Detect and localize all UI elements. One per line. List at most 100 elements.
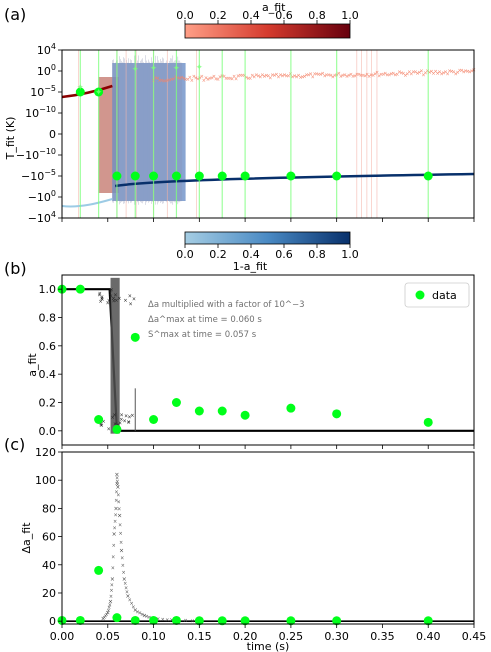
spike-point: ×: [121, 570, 125, 576]
scatter-black: ×: [100, 423, 104, 429]
colorbar-afit-tick-label: 0.2: [209, 9, 227, 22]
data-point-b: [217, 406, 227, 416]
scatter-orange: ×: [298, 75, 302, 81]
data-point-a: [423, 171, 433, 181]
spike-point: ×: [123, 581, 127, 587]
scatter-orange: ×: [389, 71, 393, 77]
scatter-black: ×: [98, 291, 102, 297]
scatter-orange: ×: [319, 72, 323, 78]
scatter-orange: ×: [228, 76, 232, 82]
spike-point: ×: [129, 601, 133, 607]
scatter-orange: ×: [456, 70, 460, 76]
data-point-c: [149, 615, 159, 625]
scatter-orange: ×: [194, 75, 198, 81]
scatter-orange: ×: [333, 73, 337, 79]
spike-point: ×: [110, 576, 115, 583]
scatter-orange: ×: [236, 74, 240, 80]
scatter-orange: ×: [296, 73, 300, 79]
ytick-label-b: 0.4: [39, 368, 57, 381]
scatter-black: ×: [124, 413, 128, 419]
scatter-orange: ×: [359, 73, 363, 79]
scatter-orange: ×: [155, 76, 159, 82]
spike-point: ×: [101, 615, 106, 622]
spike-point: ×: [142, 613, 147, 620]
spike-point: ×: [114, 498, 118, 504]
spike-point: ×: [161, 617, 165, 623]
scatter-orange: ×: [363, 74, 367, 80]
scatter-orange: ×: [270, 73, 274, 79]
data-point-a: [130, 171, 140, 181]
spike-point: ×: [105, 610, 110, 617]
scatter-orange: ×: [431, 71, 435, 77]
xtick-label-c: 0.15: [187, 630, 212, 643]
scatter-orange: ×: [282, 72, 286, 78]
xtick-label-c: 0.05: [96, 630, 121, 643]
scatter-orange: ×: [153, 75, 157, 81]
spike-point: ×: [105, 612, 109, 618]
scatter-orange: ×: [174, 75, 178, 81]
scatter-orange: ×: [244, 75, 248, 81]
spike-point: ×: [169, 617, 174, 624]
scatter-orange: ×: [242, 73, 246, 79]
scatter-orange: ×: [248, 76, 252, 82]
spike-point: ×: [117, 506, 121, 512]
ytick-label-a: −10−10: [16, 147, 56, 162]
ytick-label-c: 60: [42, 531, 56, 544]
scatter-orange: ×: [345, 74, 349, 80]
scatter-orange: ×: [425, 69, 429, 75]
scatter-black: ×: [98, 299, 102, 305]
scatter-orange: ×: [192, 74, 196, 80]
scatter-black: ×: [128, 294, 132, 300]
scatter-black: ×: [111, 415, 115, 421]
spike-point: ×: [115, 476, 119, 482]
xtick-label-c: 0.45: [462, 630, 487, 643]
colorbar-1-afit-label: 1-a_fit: [233, 260, 268, 273]
scatter-black: ×: [100, 294, 104, 300]
ytick-label-c: 0: [49, 615, 56, 628]
scatter-orange: ×: [182, 76, 186, 82]
scatter-black: ×: [99, 423, 103, 429]
spike-point: ×: [110, 583, 114, 589]
spike-point: ×: [116, 482, 120, 488]
data-point-c: [217, 616, 227, 626]
spike-point: ×: [118, 522, 122, 528]
scatter-black: ×: [97, 293, 101, 299]
spike-point: ×: [138, 611, 142, 617]
spike-point: ×: [124, 585, 128, 591]
colorbar-1-afit-tick-label: 0.8: [308, 248, 326, 261]
ytick-label-a: −104: [28, 210, 56, 225]
colorbar-afit: a_fit 0.0 0.2 0.4 0.6 0.8 1.0: [176, 1, 359, 39]
data-marker-a: ✦: [95, 88, 103, 98]
data-point-b: [75, 284, 85, 294]
scatter-orange: ×: [307, 73, 311, 79]
scatter-orange: ×: [452, 69, 456, 75]
scatter-orange: ×: [325, 73, 329, 79]
scatter-orange: ×: [224, 76, 228, 82]
xtick-label-c: 0.25: [279, 630, 304, 643]
scatter-orange: ×: [290, 75, 294, 81]
scatter-orange: ×: [439, 72, 443, 78]
panel-label-a: (a): [4, 5, 26, 24]
scatter-black: ×: [111, 296, 115, 302]
data-point-b: [194, 406, 204, 416]
scatter-orange: ×: [369, 72, 373, 78]
scatter-orange: ×: [210, 75, 214, 81]
scatter-orange: ×: [371, 73, 375, 79]
scatter-orange: ×: [157, 78, 161, 84]
scatter-orange: ×: [427, 70, 431, 76]
spike-point: ×: [109, 588, 113, 594]
scatter-orange: ×: [232, 74, 236, 80]
scatter-orange: ×: [200, 74, 204, 80]
spike-point: ×: [190, 618, 194, 624]
scatter-orange: ×: [373, 71, 377, 77]
colorbar-1-afit-tick-label: 1.0: [341, 248, 359, 261]
uncertainty-band-gray: [110, 277, 120, 434]
scatter-orange: ×: [393, 73, 397, 79]
scatter-orange: ×: [399, 71, 403, 77]
spike-point: ×: [112, 531, 117, 538]
scatter-orange: ×: [458, 68, 462, 74]
scatter-orange: ×: [462, 69, 466, 75]
scatter-orange: ×: [468, 69, 472, 75]
scatter-orange: ×: [206, 77, 210, 83]
scatter-orange: ×: [450, 69, 454, 75]
